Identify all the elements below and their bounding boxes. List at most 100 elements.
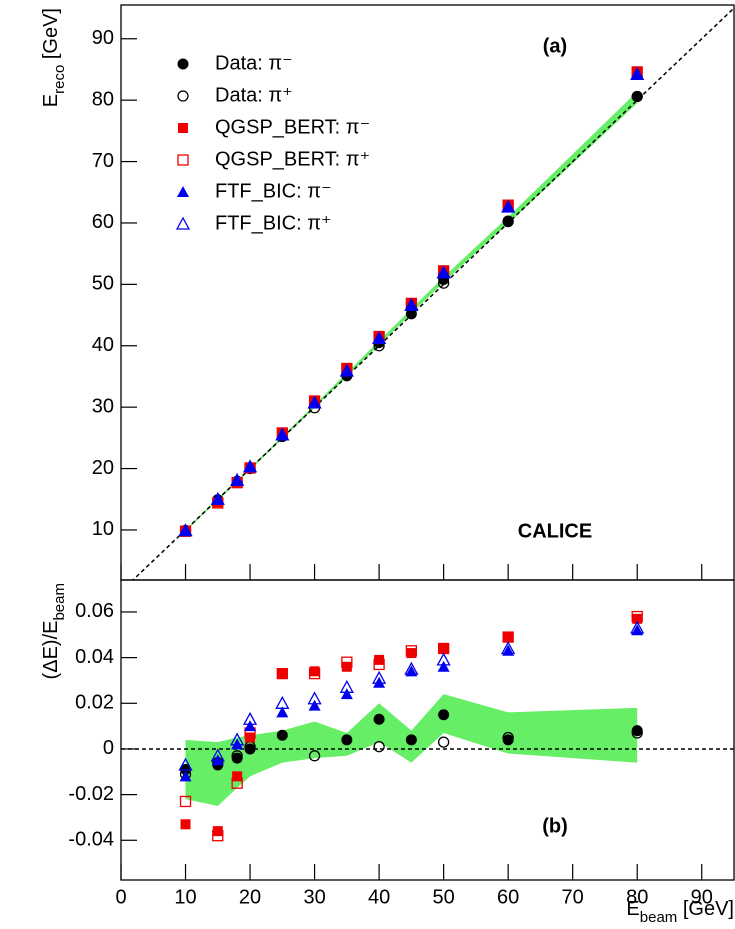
- legend-label: FTF_BIC: π⁺: [215, 212, 332, 234]
- marker: [276, 706, 289, 718]
- y-tick-label: -0.04: [68, 829, 114, 851]
- x-tick-label: 10: [174, 886, 196, 908]
- y-tick-label: 90: [92, 27, 114, 49]
- marker: [372, 331, 387, 345]
- marker: [631, 90, 643, 103]
- x-tick-label: 50: [433, 886, 455, 908]
- x-axis-label: Ebeam [GeV]: [626, 898, 734, 926]
- marker: [502, 734, 514, 746]
- marker: [501, 199, 516, 213]
- annotation: (b): [542, 815, 568, 837]
- marker: [244, 720, 257, 732]
- marker: [307, 395, 322, 409]
- marker: [212, 830, 224, 842]
- x-axis-label-part: E: [626, 898, 639, 920]
- marker: [276, 729, 288, 741]
- y-tick-label: 0.02: [75, 692, 114, 714]
- marker: [242, 459, 258, 473]
- marker: [404, 297, 419, 311]
- y-tick-label: 10: [92, 518, 114, 540]
- marker: [503, 632, 514, 643]
- y-tick-label: 0.06: [75, 600, 114, 622]
- marker: [210, 491, 225, 505]
- marker: [631, 727, 643, 739]
- marker: [405, 299, 418, 311]
- marker: [437, 736, 450, 748]
- marker: [437, 660, 450, 672]
- marker: [211, 754, 224, 766]
- marker: [275, 695, 290, 709]
- y-axis-label-part: reco: [51, 65, 68, 94]
- marker: [436, 652, 451, 666]
- x-tick-label: 30: [303, 886, 325, 908]
- y-tick-label: 30: [92, 395, 114, 417]
- annotation: (a): [543, 35, 567, 57]
- marker: [211, 493, 224, 505]
- marker: [502, 215, 514, 227]
- marker: [631, 725, 643, 737]
- marker: [502, 201, 515, 213]
- marker: [502, 731, 514, 744]
- uncertainty-band: [185, 694, 638, 807]
- marker: [180, 819, 191, 830]
- legend-label: FTF_BIC: π⁻: [215, 180, 332, 202]
- marker: [373, 332, 386, 344]
- marker: [372, 670, 387, 684]
- marker: [179, 770, 192, 782]
- marker: [308, 750, 321, 762]
- y-tick-label: 60: [92, 211, 114, 233]
- x-tick-label: 0: [115, 886, 126, 908]
- marker: [339, 363, 354, 377]
- x-tick-label: 40: [368, 886, 390, 908]
- marker: [232, 771, 243, 782]
- marker: [178, 523, 193, 537]
- reference-line: [131, 7, 734, 580]
- marker: [231, 752, 243, 764]
- x-tick-label: 80: [626, 886, 648, 908]
- marker: [231, 750, 243, 762]
- marker: [277, 668, 288, 679]
- marker: [632, 613, 643, 624]
- legend-label: QGSP_BERT: π⁻: [215, 116, 370, 138]
- marker: [404, 661, 419, 675]
- marker: [340, 688, 353, 700]
- marker: [177, 186, 189, 197]
- marker: [177, 58, 189, 70]
- y-tick-label: 0.04: [75, 646, 114, 668]
- legend-label: QGSP_BERT: π⁺: [215, 148, 370, 170]
- marker: [405, 734, 417, 746]
- y-axis-label: (ΔE)/Ebeam: [40, 583, 68, 679]
- marker: [373, 658, 385, 671]
- marker: [340, 365, 353, 377]
- marker: [341, 734, 353, 746]
- marker: [436, 265, 451, 279]
- x-tick-label: 60: [497, 886, 519, 908]
- marker: [438, 709, 450, 721]
- marker: [179, 795, 192, 808]
- frame: [120, 4, 735, 581]
- x-axis-label-part: beam: [640, 909, 678, 926]
- marker: [307, 691, 322, 705]
- legend-label: Data: π⁻: [215, 52, 293, 74]
- marker: [210, 748, 225, 762]
- marker: [631, 68, 644, 80]
- marker: [630, 67, 645, 81]
- marker: [437, 267, 450, 279]
- marker: [177, 154, 189, 166]
- y-axis-label: Ereco [GeV]: [40, 8, 68, 107]
- marker: [177, 90, 189, 102]
- marker: [405, 308, 417, 320]
- marker: [373, 676, 386, 688]
- x-axis-label-part: [GeV]: [677, 898, 734, 920]
- y-axis-label-part: beam: [51, 583, 68, 621]
- marker: [244, 461, 257, 473]
- marker: [276, 429, 289, 441]
- annotation: CALICE: [518, 520, 592, 542]
- marker: [341, 656, 353, 668]
- marker: [438, 643, 449, 654]
- x-tick-label: 90: [691, 886, 713, 908]
- x-tick-label: 20: [239, 886, 261, 908]
- marker: [373, 741, 385, 753]
- marker: [309, 666, 320, 677]
